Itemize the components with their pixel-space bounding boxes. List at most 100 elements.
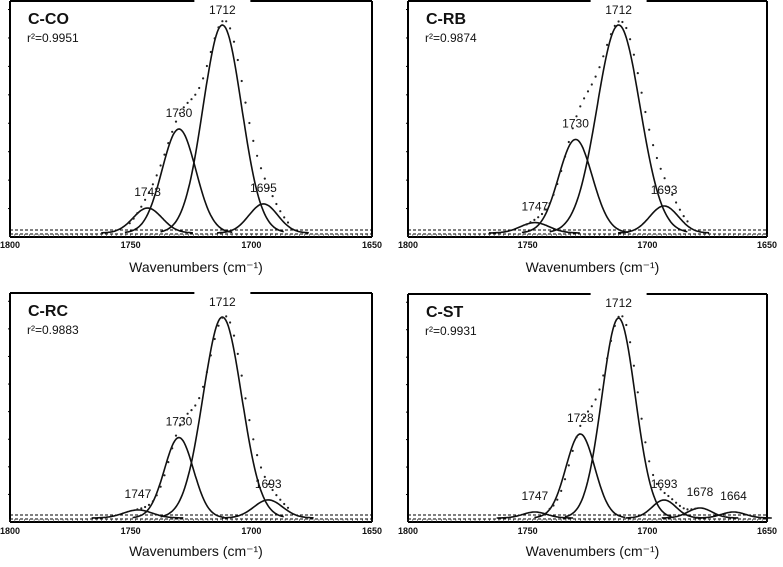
spectrum-point [625, 323, 628, 327]
panel-title: C-ST [426, 304, 464, 321]
spectrum-point [606, 357, 609, 360]
x-tick-label-1800: 1800 [398, 240, 418, 250]
spectrum-point [556, 182, 559, 186]
spectrum-point [286, 506, 290, 509]
fit-peak-1693 [625, 499, 703, 519]
spectrum-point [232, 334, 236, 337]
spectrum-point [678, 208, 682, 211]
peak-label-1730: 1730 [166, 415, 193, 429]
x-axis-label: Wavenumbers (cm⁻¹) [129, 543, 263, 559]
spectrum-point [147, 503, 151, 506]
spectrum-point [259, 466, 263, 469]
spectrum-point [659, 167, 662, 170]
spectrum-point [602, 374, 605, 377]
spectrum-point [655, 156, 659, 160]
spectrum-point [236, 352, 239, 355]
spectrum-point [267, 483, 270, 486]
spectrum-point [548, 507, 551, 510]
spectrum-point [221, 20, 224, 23]
spectrum-point [286, 221, 290, 224]
x-tick-label-1800: 1800 [0, 526, 20, 536]
x-tick-label-1650: 1650 [757, 240, 777, 250]
panel-c-rb: 1747 1730 1712 1693 C-RB r²=0.9874 1800 1750 170… [398, 0, 777, 275]
spectrum-point [602, 55, 605, 58]
r-squared-label: r²=0.9883 [27, 323, 79, 337]
spectrum-point [579, 424, 582, 427]
spectrum-point [275, 494, 278, 497]
spectrum-point [686, 220, 689, 223]
x-tick-label-1650: 1650 [362, 526, 382, 536]
spectrum-point [190, 98, 193, 101]
spectrum-point [194, 93, 197, 96]
spectrum-point [617, 20, 620, 23]
spectrum-point [636, 391, 639, 394]
spectrum-point [155, 174, 158, 177]
spectrum-point [283, 216, 286, 219]
peak-label-1747: 1747 [521, 489, 548, 503]
spectrum-point [613, 24, 616, 27]
spectrum-point [579, 105, 582, 108]
x-tick-label-1700: 1700 [241, 240, 261, 250]
fit-peak-1664 [695, 511, 772, 519]
fit-peak-1730 [521, 138, 629, 234]
spectrum-point [560, 489, 563, 492]
spectrum-point [244, 397, 247, 400]
spectrum-point [671, 498, 674, 501]
spectrum-point [571, 127, 574, 130]
panel-c-st: 1747 1728 1712 1693 1678 1664 C-ST r²=0.9931 180… [398, 293, 777, 559]
spectrum-point [256, 154, 259, 157]
x-tick-label-1800: 1800 [0, 240, 20, 250]
fit-peak-1712 [549, 24, 688, 233]
spectrum-point [594, 398, 597, 401]
spectrum-point [648, 128, 651, 131]
spectrum-point [252, 139, 255, 142]
spectrum-point [640, 417, 643, 420]
spectrum-point [151, 183, 154, 186]
spectrum-point [533, 218, 536, 221]
spectrum-point [583, 97, 586, 100]
x-axis-label: Wavenumbers (cm⁻¹) [129, 259, 263, 275]
spectrum-point [678, 504, 682, 507]
spectrum-point [267, 186, 270, 189]
peak-label-1747: 1747 [125, 487, 152, 501]
x-axis-label: Wavenumbers (cm⁻¹) [526, 259, 660, 275]
spectrum-point [171, 130, 174, 133]
x-tick-label-1800: 1800 [398, 526, 418, 536]
spectrum-point [140, 507, 143, 510]
spectrum-point [198, 397, 201, 400]
spectrum-point [613, 324, 616, 327]
x-axis-label: Wavenumbers (cm⁻¹) [526, 543, 660, 559]
spectrum-point [667, 185, 670, 188]
spectrum-point [171, 447, 174, 450]
spectrum-point [682, 215, 685, 218]
spectrum-point [263, 475, 266, 478]
spectrum-point [229, 27, 232, 30]
spectrum-point [552, 504, 555, 507]
spectrum-point [560, 169, 563, 173]
spectrum-point [644, 110, 647, 114]
spectrum-point [263, 177, 266, 180]
x-tick-label-1650: 1650 [362, 240, 382, 250]
spectrum-point [221, 316, 224, 319]
spectrum-point [548, 202, 551, 205]
panel-title: C-CO [28, 11, 69, 28]
spectrum-point [159, 164, 162, 167]
spectrum-point [621, 315, 624, 318]
r-squared-label: r²=0.9874 [425, 31, 477, 45]
fit-peak-1712 [564, 317, 672, 518]
spectrum-point [567, 140, 570, 144]
spectrum-point [675, 201, 678, 204]
spectrum-point [225, 315, 228, 318]
spectrum-point [186, 101, 189, 104]
peak-label-1693: 1693 [651, 477, 678, 491]
spectrum-point [640, 91, 643, 94]
spectrum-point [198, 86, 201, 90]
spectrum-point [586, 90, 590, 93]
spectrum-point [217, 26, 220, 29]
spectrum-point [144, 198, 147, 201]
spectrum-point [209, 50, 212, 54]
spectrum-point [629, 38, 632, 41]
spectrum-point [621, 20, 624, 24]
